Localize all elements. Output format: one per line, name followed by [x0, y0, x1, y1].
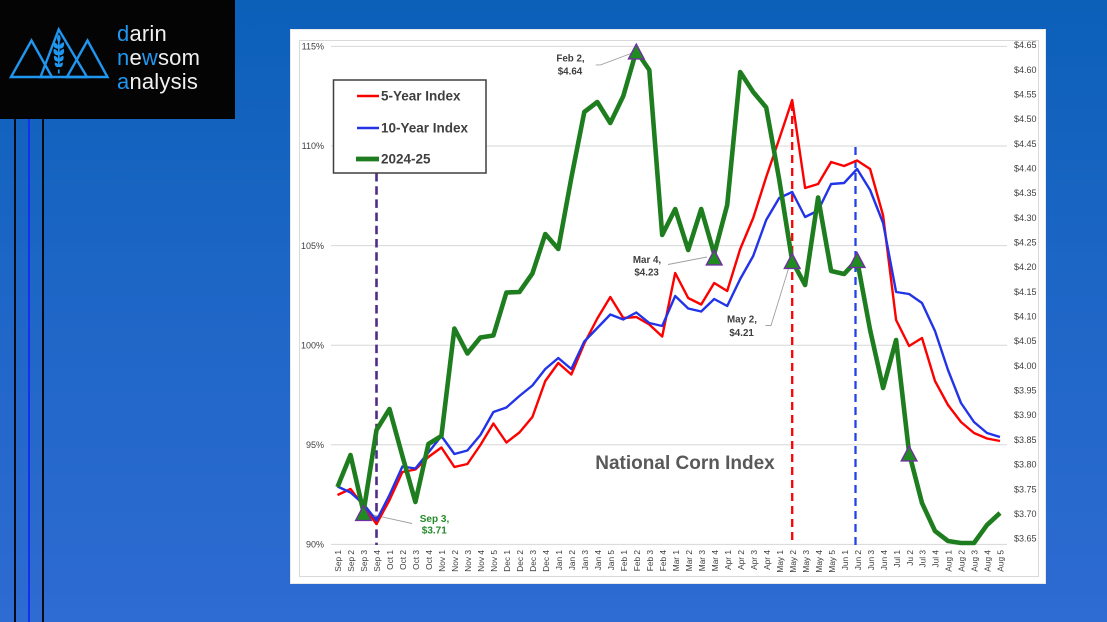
svg-text:Aug 1: Aug 1: [944, 550, 954, 572]
svg-text:National Corn Index: National Corn Index: [595, 453, 775, 474]
svg-text:Apr 2: Apr 2: [736, 550, 746, 570]
svg-text:Dec 4: Dec 4: [541, 550, 551, 572]
svg-text:Jan 3: Jan 3: [580, 550, 590, 571]
svg-text:Jan 1: Jan 1: [554, 550, 564, 571]
svg-text:May 2: May 2: [788, 550, 798, 573]
svg-text:$4.10: $4.10: [1014, 312, 1037, 322]
svg-text:$4.55: $4.55: [1014, 90, 1037, 100]
svg-text:Jan 5: Jan 5: [606, 550, 616, 571]
svg-text:May 4: May 4: [814, 550, 824, 573]
svg-text:Dec 2: Dec 2: [515, 550, 525, 572]
svg-text:$3.71: $3.71: [422, 526, 447, 537]
svg-text:Nov 2: Nov 2: [450, 550, 460, 572]
svg-text:Jun 3: Jun 3: [866, 550, 876, 571]
svg-text:Jun 4: Jun 4: [879, 550, 889, 571]
svg-text:Sep 2: Sep 2: [346, 550, 356, 572]
svg-text:Nov 4: Nov 4: [476, 550, 486, 572]
svg-text:Mar 4,: Mar 4,: [633, 255, 662, 266]
svg-text:Feb 2: Feb 2: [632, 550, 642, 572]
svg-text:Aug 4: Aug 4: [983, 550, 993, 572]
svg-text:Mar 1: Mar 1: [671, 550, 681, 572]
svg-text:$4.60: $4.60: [1014, 65, 1037, 75]
svg-text:Mar 4: Mar 4: [710, 550, 720, 572]
svg-text:May 1: May 1: [775, 550, 785, 573]
svg-text:$3.85: $3.85: [1014, 435, 1037, 445]
svg-text:Mar 3: Mar 3: [697, 550, 707, 572]
svg-text:$4.65: $4.65: [1014, 40, 1037, 50]
svg-text:100%: 100%: [301, 340, 324, 350]
svg-text:Mar 2: Mar 2: [684, 550, 694, 572]
svg-text:Apr 4: Apr 4: [762, 550, 772, 570]
svg-text:$4.30: $4.30: [1014, 213, 1037, 223]
svg-text:Aug 3: Aug 3: [970, 550, 980, 572]
svg-text:Sep 4: Sep 4: [372, 550, 382, 572]
svg-text:115%: 115%: [302, 42, 324, 52]
svg-text:$4.15: $4.15: [1014, 287, 1037, 297]
svg-text:May 5: May 5: [827, 550, 837, 573]
svg-text:Nov 5: Nov 5: [489, 550, 499, 572]
svg-text:$4.20: $4.20: [1014, 262, 1037, 272]
svg-text:Jun 1: Jun 1: [840, 550, 850, 571]
svg-text:Jul 1: Jul 1: [892, 550, 902, 568]
svg-text:Apr 1: Apr 1: [723, 550, 733, 570]
svg-text:$4.05: $4.05: [1014, 336, 1037, 346]
svg-text:2024-25: 2024-25: [381, 152, 431, 167]
svg-text:Feb 3: Feb 3: [645, 550, 655, 572]
svg-text:$3.70: $3.70: [1014, 509, 1037, 519]
svg-text:$4.50: $4.50: [1014, 114, 1037, 124]
svg-text:$4.35: $4.35: [1014, 188, 1037, 198]
svg-text:$3.80: $3.80: [1014, 460, 1037, 470]
svg-text:Oct 1: Oct 1: [385, 550, 395, 570]
svg-text:Oct 4: Oct 4: [424, 550, 434, 570]
svg-text:90%: 90%: [306, 540, 324, 550]
svg-text:$3.75: $3.75: [1014, 484, 1037, 494]
svg-text:Jan 2: Jan 2: [567, 550, 577, 571]
svg-text:110%: 110%: [302, 141, 324, 151]
svg-text:Jul 4: Jul 4: [931, 550, 941, 568]
svg-text:$3.90: $3.90: [1014, 410, 1037, 420]
svg-text:95%: 95%: [306, 440, 324, 450]
svg-text:Sep 1: Sep 1: [333, 550, 343, 572]
svg-text:Dec 3: Dec 3: [528, 550, 538, 572]
svg-text:$4.45: $4.45: [1014, 139, 1037, 149]
svg-text:Nov 3: Nov 3: [463, 550, 473, 572]
svg-text:Jul 3: Jul 3: [918, 550, 928, 568]
svg-text:May 3: May 3: [801, 550, 811, 573]
svg-text:Feb 1: Feb 1: [619, 550, 629, 572]
svg-text:$4.25: $4.25: [1014, 238, 1037, 248]
svg-text:Oct 3: Oct 3: [411, 550, 421, 570]
svg-text:Jun 2: Jun 2: [853, 550, 863, 571]
svg-text:$4.64: $4.64: [558, 67, 583, 78]
svg-text:Aug 5: Aug 5: [996, 550, 1006, 572]
svg-text:Ju 2: Ju 2: [905, 550, 915, 566]
svg-text:Apr 3: Apr 3: [749, 550, 759, 570]
svg-text:Sep 3: Sep 3: [359, 550, 369, 572]
svg-text:$4.21: $4.21: [729, 328, 754, 339]
svg-text:$4.40: $4.40: [1014, 164, 1037, 174]
svg-text:Feb 2,: Feb 2,: [556, 54, 585, 65]
svg-text:Feb 4: Feb 4: [658, 550, 668, 572]
svg-text:Aug 2: Aug 2: [957, 550, 967, 572]
svg-text:$4.23: $4.23: [634, 268, 659, 279]
svg-text:Jan 4: Jan 4: [593, 550, 603, 571]
svg-text:$4.00: $4.00: [1014, 361, 1037, 371]
svg-text:10-Year Index: 10-Year Index: [381, 121, 469, 136]
svg-text:Sep 3,: Sep 3,: [420, 514, 450, 525]
svg-text:May 2,: May 2,: [727, 315, 757, 326]
svg-text:Oct 2: Oct 2: [398, 550, 408, 570]
svg-text:105%: 105%: [301, 241, 324, 251]
svg-text:$3.95: $3.95: [1014, 386, 1037, 396]
svg-text:Nov 1: Nov 1: [437, 550, 447, 572]
svg-text:5-Year Index: 5-Year Index: [381, 89, 461, 104]
svg-text:Dec 1: Dec 1: [502, 550, 512, 572]
svg-text:$3.65: $3.65: [1014, 534, 1037, 544]
